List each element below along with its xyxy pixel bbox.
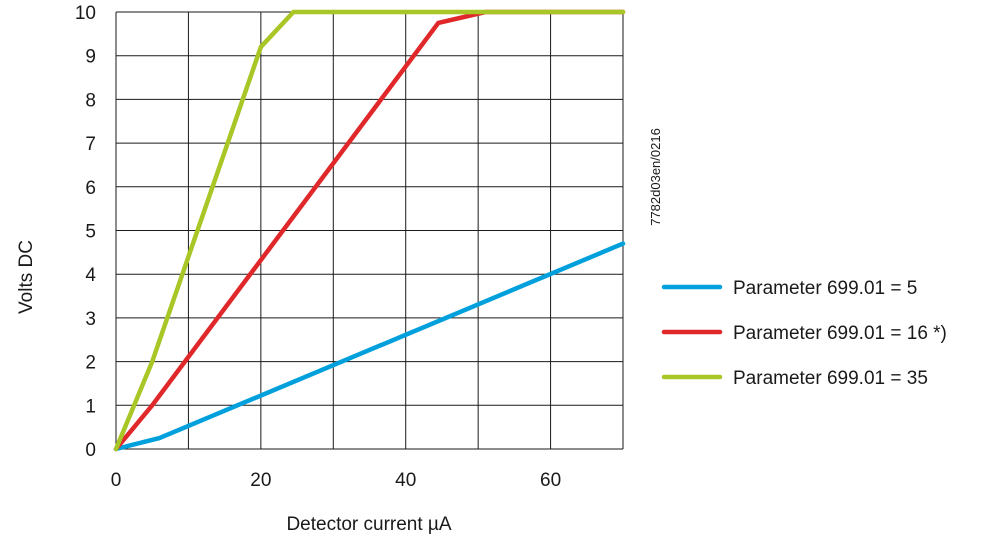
x-tick-label: 20	[250, 470, 271, 491]
series-lines	[113, 9, 626, 452]
y-tick-label: 0	[85, 440, 96, 461]
y-axis-label: Volts DC	[16, 240, 37, 314]
y-tick-label: 5	[85, 222, 96, 243]
x-tick-label: 60	[540, 470, 561, 491]
x-tick-label: 40	[395, 470, 416, 491]
x-axis-label: Detector current µA	[286, 514, 451, 535]
legend-label-3: Parameter 699.01 = 35	[733, 368, 928, 389]
grid	[115, 11, 624, 450]
figure-code: 7782d03en/0216	[648, 128, 663, 226]
y-tick-label: 6	[85, 178, 96, 199]
y-tick-label: 4	[85, 265, 96, 286]
series-line-1	[113, 241, 626, 452]
tick-labels: 0 1 2 3 4 5 6 7 8 9 10 0 20 40 60	[75, 3, 561, 491]
y-tick-label: 7	[85, 134, 96, 155]
y-tick-label: 1	[85, 396, 96, 417]
y-tick-label: 8	[85, 90, 96, 111]
y-tick-label: 2	[85, 353, 96, 374]
y-tick-label: 10	[75, 3, 96, 24]
legend-label-2: Parameter 699.01 = 16 *)	[733, 323, 947, 344]
series-line-3	[113, 9, 626, 452]
y-tick-label: 9	[85, 47, 96, 68]
legend-label-1: Parameter 699.01 = 5	[733, 278, 917, 299]
x-tick-label: 0	[111, 470, 122, 491]
y-tick-label: 3	[85, 309, 96, 330]
legend: Parameter 699.01 = 5 Parameter 699.01 = 1…	[661, 278, 947, 389]
